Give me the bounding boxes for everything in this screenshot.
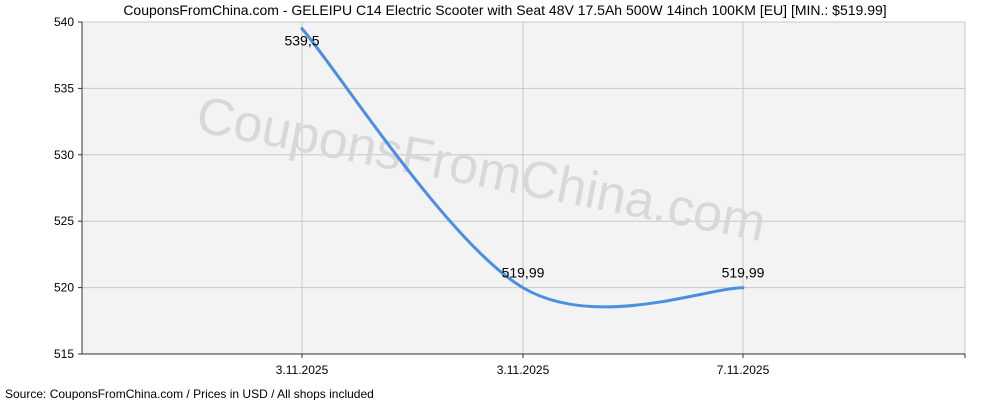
- data-label: 539,5: [284, 33, 319, 49]
- y-tick-label: 535: [54, 81, 74, 95]
- axes: [78, 21, 966, 358]
- x-tick-label: 3.11.2025: [276, 363, 329, 377]
- source-note: Source: CouponsFromChina.com / Prices in…: [5, 387, 374, 400]
- data-label: 519,99: [502, 265, 545, 281]
- y-tick-label: 520: [54, 281, 74, 295]
- y-tick-label: 530: [54, 148, 74, 162]
- y-tick-label: 525: [54, 214, 74, 228]
- grid-lines: [82, 21, 966, 354]
- data-label: 519,99: [722, 265, 765, 281]
- price-series-line: [300, 27, 745, 309]
- data-labels: 539,5 519,99 519,99: [284, 33, 764, 281]
- series-layer: [300, 27, 745, 309]
- chart-title: CouponsFromChina.com - GELEIPU C14 Elect…: [123, 2, 886, 18]
- y-tick-label: 540: [54, 15, 74, 29]
- y-tick-label: 515: [54, 347, 74, 361]
- tick-labels: 515 520 525 530 535 540 3.11.2025 3.11.2025 7.11…: [54, 15, 770, 377]
- x-tick-label: 7.11.2025: [717, 363, 770, 377]
- x-tick-label: 3.11.2025: [497, 363, 550, 377]
